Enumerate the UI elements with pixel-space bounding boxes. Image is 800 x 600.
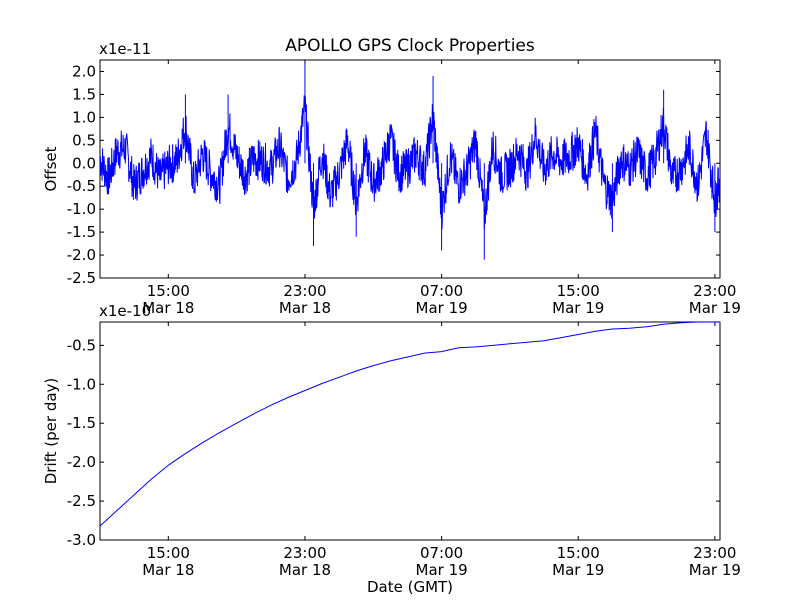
drift-x-tick-date-label: Mar 19	[416, 561, 468, 579]
x-axis-label: Date (GMT)	[367, 578, 453, 596]
drift-multiplier-label: x1e-10	[99, 302, 151, 320]
drift-x-tick-time-label: 15:00	[147, 544, 190, 562]
offset-axes-frame	[99, 59, 721, 279]
drift-series	[100, 322, 720, 527]
drift-y-label: Drift (per day)	[42, 378, 60, 485]
offset-multiplier-label: x1e-11	[99, 40, 151, 58]
drift-y-tick-label: -0.5	[67, 336, 96, 354]
offset-x-tick-time-label: 07:00	[420, 282, 463, 300]
drift-axes-frame	[99, 321, 721, 541]
offset-x-tick-time-label: 23:00	[693, 282, 736, 300]
offset-x-tick-time-label: 23:00	[283, 282, 326, 300]
offset-y-tick-label: -2.5	[67, 269, 96, 287]
offset-y-tick-label: 2.0	[72, 62, 96, 80]
offset-y-tick-label: -1.5	[67, 223, 96, 241]
offset-x-tick-time-label: 15:00	[147, 282, 190, 300]
offset-y-tick-label: -2.0	[67, 246, 96, 264]
offset-y-tick-label: 1.5	[72, 85, 96, 103]
drift-y-tick-label: -1.0	[67, 375, 96, 393]
offset-x-tick-date-label: Mar 18	[279, 299, 331, 317]
drift-x-tick-time-label: 07:00	[420, 544, 463, 562]
drift-y-tick-label: -2.0	[67, 453, 96, 471]
drift-y-tick-label: -1.5	[67, 414, 96, 432]
chart-title: APOLLO GPS Clock Properties	[285, 36, 535, 56]
offset-x-tick-date-label: Mar 19	[689, 299, 741, 317]
drift-x-tick-time-label: 23:00	[693, 544, 736, 562]
offset-series	[100, 62, 720, 260]
drift-y-ticks: -3.0 -2.5 -2.0 -1.5 -1.0 -0.5	[67, 336, 720, 549]
offset-x-tick-time-label: 15:00	[557, 282, 600, 300]
offset-y-tick-label: 1.0	[72, 108, 96, 126]
drift-y-tick-label: -3.0	[67, 531, 96, 549]
offset-line	[100, 95, 720, 230]
drift-x-tick-date-label: Mar 18	[279, 561, 331, 579]
drift-x-tick-date-label: Mar 18	[142, 561, 194, 579]
drift-y-tick-label: -2.5	[67, 492, 96, 510]
offset-x-tick-date-label: Mar 19	[552, 299, 604, 317]
offset-y-tick-label: -1.0	[67, 200, 96, 218]
offset-y-tick-label: -0.5	[67, 177, 96, 195]
offset-x-tick-date-label: Mar 18	[142, 299, 194, 317]
offset-axes: x1e-11 Offset -2.5 -2.0 -1.5 -1.0 -0.5 0.0 0.5…	[42, 40, 741, 317]
offset-x-tick-date-label: Mar 19	[416, 299, 468, 317]
offset-y-label: Offset	[42, 146, 60, 191]
drift-x-tick-time-label: 23:00	[283, 544, 326, 562]
drift-line	[100, 322, 720, 527]
drift-x-tick-date-label: Mar 19	[552, 561, 604, 579]
offset-y-tick-label: 0.5	[72, 131, 96, 149]
offset-y-ticks: -2.5 -2.0 -1.5 -1.0 -0.5 0.0 0.5 1.0 1.5 2.0	[67, 62, 720, 287]
drift-x-tick-date-label: Mar 19	[689, 561, 741, 579]
drift-x-tick-time-label: 15:00	[557, 544, 600, 562]
offset-y-tick-label: 0.0	[72, 154, 96, 172]
drift-axes: x1e-10 Drift (per day) -3.0-2.5-2.0-1.5-…	[42, 302, 741, 579]
